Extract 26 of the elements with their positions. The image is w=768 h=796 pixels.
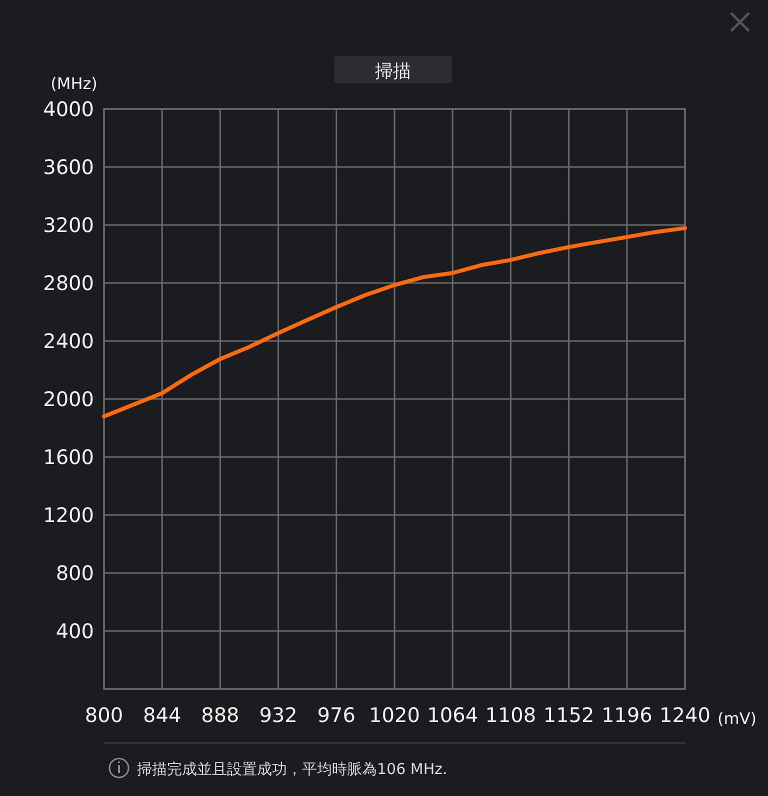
x-tick-label: 888 xyxy=(201,703,240,727)
y-axis-title: (MHz) xyxy=(50,74,98,93)
x-tick-label: 932 xyxy=(259,703,298,727)
y-tick-label: 800 xyxy=(56,561,94,585)
x-tick-label: 1020 xyxy=(369,703,420,727)
y-tick-label: 1600 xyxy=(43,445,94,469)
x-axis-title: (mV) xyxy=(717,709,757,728)
y-tick-label: 1200 xyxy=(43,503,94,527)
line-series xyxy=(102,226,687,418)
x-tick-label: 800 xyxy=(84,703,124,727)
y-tick-label: 400 xyxy=(56,619,94,643)
x-tick-label: 1064 xyxy=(427,703,478,727)
x-tick-label: 1152 xyxy=(543,703,594,727)
y-tick-label: 2000 xyxy=(43,387,94,411)
y-tick-label: 2400 xyxy=(43,329,94,353)
x-tick-label: 1108 xyxy=(485,703,536,727)
text: 掃描完成並且設置成功，平均時脈為106 MHz. xyxy=(137,760,448,778)
x-tick-label: 976 xyxy=(317,703,356,727)
y-tick-label: 3600 xyxy=(43,155,94,179)
y-tick-label: 3200 xyxy=(43,213,94,237)
text: 掃描 xyxy=(375,61,411,82)
x-tick-label: 1240 xyxy=(660,703,710,727)
x-tick-label: 1196 xyxy=(601,703,652,727)
x-tick-label: 844 xyxy=(143,703,182,727)
y-tick-label: 4000 xyxy=(43,97,94,121)
y-tick-label: 2800 xyxy=(43,271,94,295)
